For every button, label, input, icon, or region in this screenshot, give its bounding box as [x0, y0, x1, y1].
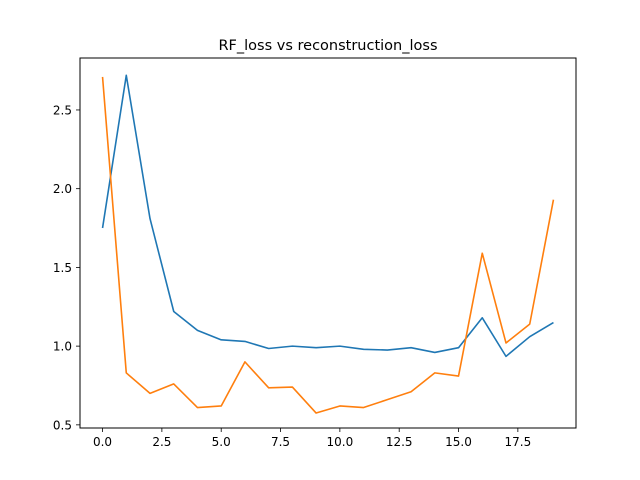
series-line-0 — [101, 74, 554, 358]
y-tick-label: 2.5 — [53, 103, 72, 117]
y-tick-label: 1.0 — [53, 340, 72, 354]
chart-title: RF_loss vs reconstruction_loss — [218, 38, 437, 54]
y-tick-label: 2.0 — [53, 182, 72, 196]
x-tick-label: 7.5 — [271, 435, 290, 449]
x-tick-label: 0.0 — [93, 435, 112, 449]
x-tick-label: 17.5 — [504, 435, 531, 449]
y-tick-label: 0.5 — [53, 418, 72, 432]
x-tick-label: 12.5 — [386, 435, 413, 449]
y-axis: 0.5 1.0 1.5 2.0 2.5 — [53, 103, 80, 432]
series-line-1 — [101, 76, 555, 414]
x-tick-label: 10.0 — [327, 435, 354, 449]
y-tick-label: 1.5 — [53, 261, 72, 275]
x-tick-label: 15.0 — [445, 435, 472, 449]
x-tick-label: 2.5 — [152, 435, 171, 449]
plot-lines — [101, 74, 555, 414]
x-tick-label: 5.0 — [212, 435, 231, 449]
plot-frame — [79, 57, 577, 429]
x-axis: 0.0 2.5 5.0 7.5 10.0 12.5 15.0 17.5 — [93, 428, 531, 449]
